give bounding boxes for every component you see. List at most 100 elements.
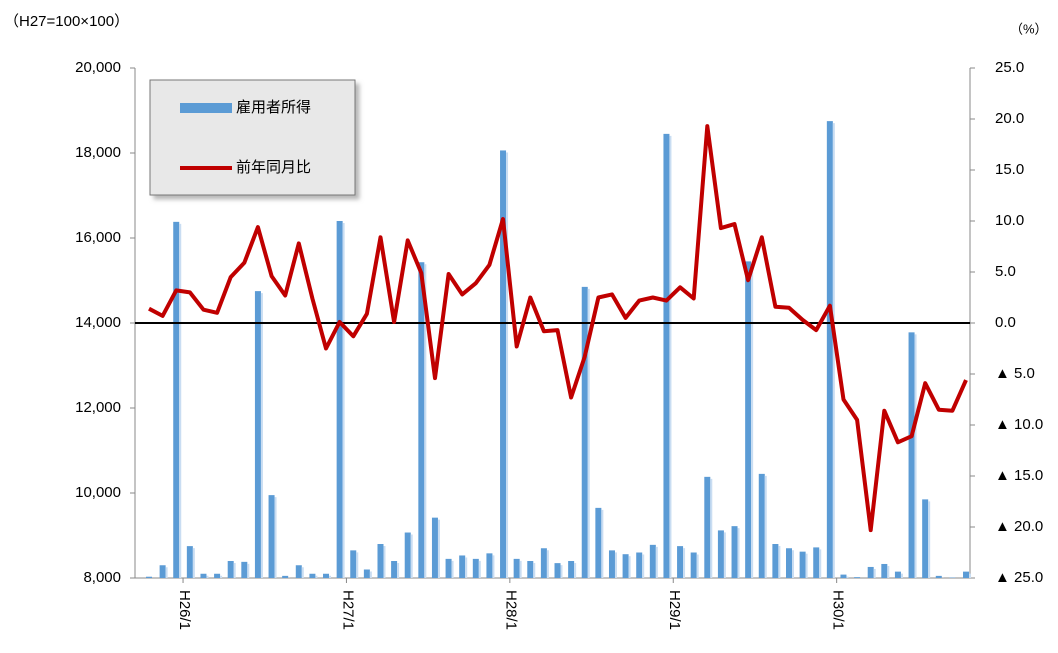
bar-shade bbox=[791, 550, 794, 578]
bar-shade bbox=[683, 548, 686, 578]
bar bbox=[649, 544, 656, 578]
bar bbox=[254, 291, 261, 578]
x-tick-label: H28/1 bbox=[503, 590, 520, 630]
bar bbox=[513, 558, 520, 578]
bar bbox=[159, 565, 166, 578]
bar bbox=[391, 561, 398, 578]
bar bbox=[826, 121, 833, 578]
bar bbox=[431, 517, 438, 578]
bar bbox=[745, 261, 752, 578]
bar bbox=[758, 473, 765, 578]
bar bbox=[241, 561, 248, 578]
bar bbox=[295, 565, 302, 578]
y2-tick-label: ▲ 10.0 bbox=[995, 416, 1043, 433]
bar bbox=[731, 526, 738, 578]
bar bbox=[704, 476, 711, 578]
bar-shade bbox=[369, 571, 372, 578]
y2-tick-label: ▲ 5.0 bbox=[995, 365, 1035, 382]
bar-shade bbox=[574, 563, 577, 578]
bar bbox=[214, 573, 221, 578]
bar-shade bbox=[546, 550, 549, 578]
x-tick-label: H30/1 bbox=[829, 590, 846, 630]
legend-swatch bbox=[180, 103, 232, 113]
bar bbox=[268, 495, 275, 578]
bar bbox=[922, 499, 929, 578]
bar-shade bbox=[614, 552, 617, 578]
bar bbox=[690, 552, 697, 578]
bar bbox=[677, 546, 684, 578]
bar bbox=[227, 561, 234, 578]
bar bbox=[472, 558, 479, 578]
legend-box bbox=[149, 79, 356, 196]
bar bbox=[146, 576, 152, 578]
bar bbox=[799, 551, 806, 578]
bar bbox=[186, 546, 193, 578]
legend-label: 雇用者所得 bbox=[236, 99, 311, 116]
y-tick-label: 16,000 bbox=[75, 229, 121, 246]
y-tick-label: 20,000 bbox=[75, 59, 121, 76]
bar bbox=[772, 544, 779, 578]
x-tick-label: H26/1 bbox=[176, 590, 193, 630]
bar bbox=[486, 553, 493, 578]
bar-shade bbox=[601, 509, 604, 578]
bar bbox=[500, 150, 507, 578]
bar-shade bbox=[914, 334, 917, 578]
y2-tick-label: ▲ 25.0 bbox=[995, 569, 1043, 586]
bar-shade bbox=[969, 573, 972, 578]
bar bbox=[323, 573, 330, 578]
bar bbox=[935, 575, 942, 578]
bar-shade bbox=[900, 573, 903, 578]
bar-shade bbox=[506, 152, 509, 578]
bar bbox=[854, 577, 861, 578]
bar bbox=[717, 530, 724, 578]
y2-tick-label: 15.0 bbox=[995, 161, 1024, 178]
y2-tick-label: 10.0 bbox=[995, 212, 1024, 229]
bar bbox=[963, 571, 970, 578]
bar-shade bbox=[247, 563, 250, 578]
legend-label: 前年同月比 bbox=[236, 159, 311, 176]
bar bbox=[554, 563, 561, 578]
bar bbox=[445, 558, 452, 578]
bar-shade bbox=[492, 555, 495, 578]
y-tick-label: 12,000 bbox=[75, 399, 121, 416]
bar-shade bbox=[723, 532, 726, 578]
bar bbox=[881, 563, 888, 578]
bar bbox=[894, 571, 901, 578]
bar-shade bbox=[451, 560, 454, 578]
y2-tick-label: 20.0 bbox=[995, 110, 1024, 127]
bar bbox=[527, 561, 534, 578]
bar-shade bbox=[805, 553, 808, 578]
bar-shade bbox=[710, 478, 713, 578]
bar-shade bbox=[519, 560, 522, 578]
x-tick-label: H29/1 bbox=[666, 590, 683, 630]
bar-shade bbox=[819, 549, 822, 578]
bar bbox=[608, 550, 615, 578]
bar-shade bbox=[751, 263, 754, 578]
bar-shade bbox=[383, 546, 386, 578]
bar bbox=[173, 221, 180, 578]
bar bbox=[377, 544, 384, 578]
bar bbox=[622, 554, 629, 578]
bar-shade bbox=[342, 223, 345, 578]
bar-shade bbox=[179, 223, 182, 578]
bar-shade bbox=[465, 557, 468, 578]
bar bbox=[908, 332, 915, 578]
bar bbox=[350, 550, 357, 578]
bar-shade bbox=[397, 563, 400, 578]
bar-shade bbox=[655, 546, 658, 578]
y-tick-label: 18,000 bbox=[75, 144, 121, 161]
bar-shade bbox=[329, 575, 332, 578]
bar-shade bbox=[778, 546, 781, 578]
bar bbox=[309, 573, 316, 578]
bar bbox=[581, 286, 588, 578]
bar bbox=[636, 552, 643, 578]
y-tick-label: 8,000 bbox=[83, 569, 121, 586]
bar bbox=[663, 133, 670, 578]
bar-shade bbox=[410, 534, 413, 578]
y-axis-label: （H27=100×100） bbox=[4, 13, 129, 30]
bar-shade bbox=[873, 568, 876, 578]
bar-shade bbox=[928, 501, 931, 578]
bar bbox=[404, 532, 411, 578]
bar-shade bbox=[233, 563, 236, 578]
